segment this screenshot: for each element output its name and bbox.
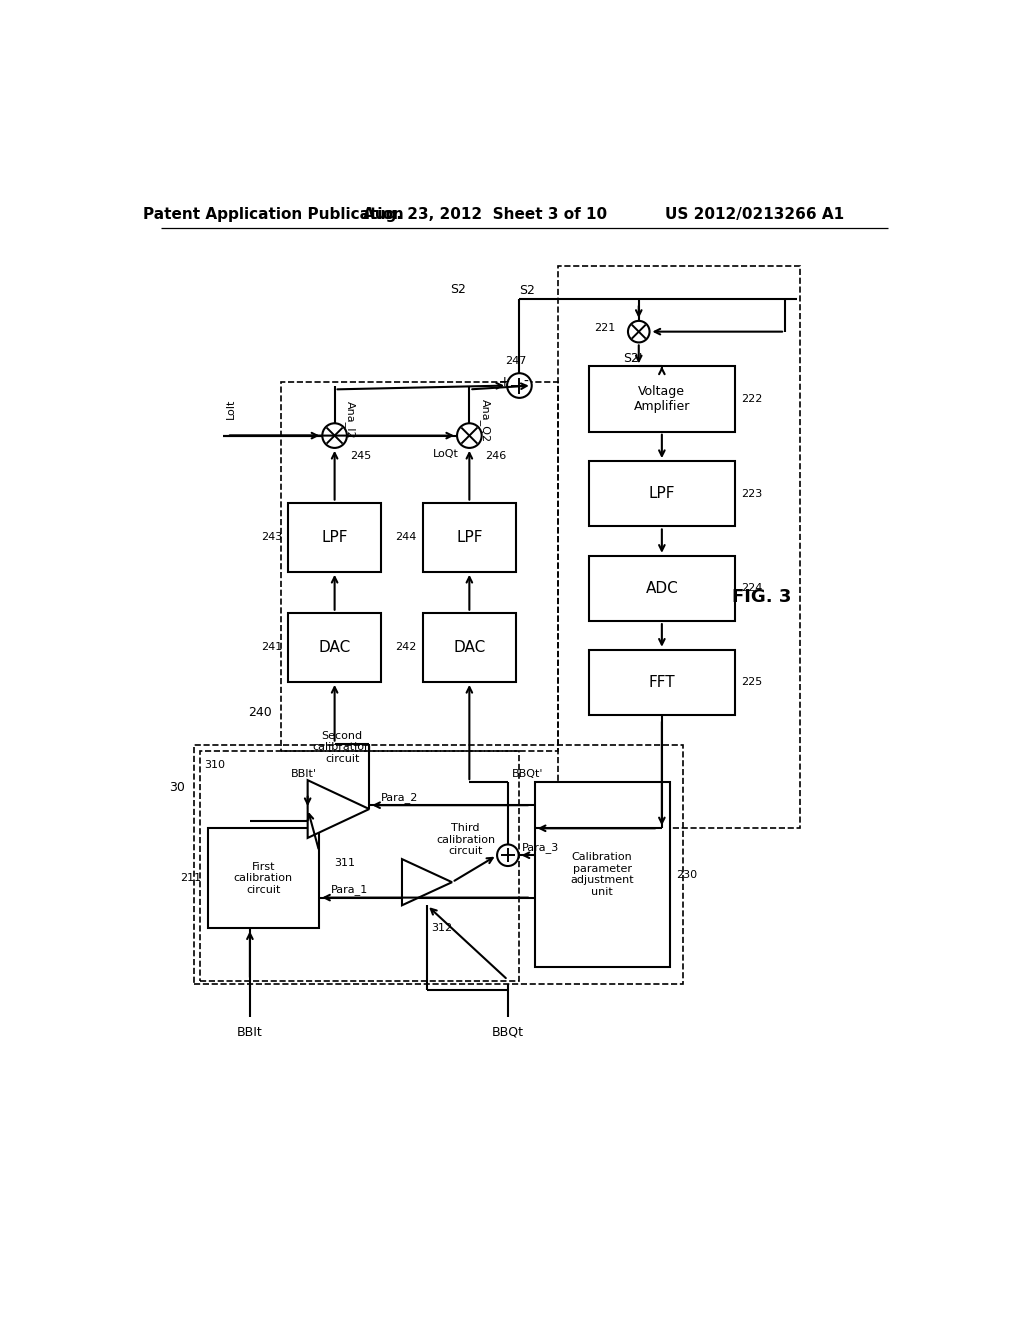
Circle shape: [323, 424, 347, 447]
Bar: [589, 556, 735, 622]
Bar: [589, 461, 735, 527]
Text: DAC: DAC: [318, 640, 351, 655]
Bar: [289, 612, 381, 682]
Bar: [535, 781, 670, 966]
Bar: [589, 649, 735, 715]
Text: Aug. 23, 2012  Sheet 3 of 10: Aug. 23, 2012 Sheet 3 of 10: [362, 207, 607, 222]
Bar: [208, 829, 319, 928]
Text: LoQt: LoQt: [433, 449, 459, 459]
Text: +: +: [499, 375, 510, 388]
Text: 242: 242: [395, 643, 417, 652]
Text: Para_1: Para_1: [331, 884, 368, 895]
Text: BBIt: BBIt: [237, 1026, 263, 1039]
Text: S2: S2: [450, 282, 466, 296]
Text: DAC: DAC: [454, 640, 485, 655]
Text: 310: 310: [204, 760, 224, 770]
Text: 223: 223: [741, 488, 763, 499]
Text: 311: 311: [335, 858, 355, 869]
Text: Third
calibration
circuit: Third calibration circuit: [436, 824, 495, 857]
Text: BBQt': BBQt': [512, 770, 543, 779]
Bar: [423, 503, 515, 572]
Text: 245: 245: [350, 450, 372, 461]
Text: Calibration
parameter
adjustment
unit: Calibration parameter adjustment unit: [570, 853, 634, 896]
Bar: [289, 503, 381, 572]
Text: 211: 211: [180, 874, 202, 883]
Text: 30: 30: [169, 781, 184, 795]
Text: FIG. 3: FIG. 3: [732, 589, 792, 606]
Text: 240: 240: [248, 706, 271, 719]
Text: 246: 246: [484, 450, 506, 461]
Bar: [200, 751, 519, 981]
Circle shape: [497, 845, 518, 866]
Circle shape: [507, 374, 531, 397]
Text: 222: 222: [741, 395, 763, 404]
Text: Second
calibration
circuit: Second calibration circuit: [312, 731, 372, 764]
Text: 224: 224: [741, 583, 763, 594]
Text: BBIt': BBIt': [291, 770, 316, 779]
Text: 241: 241: [261, 643, 283, 652]
Text: 221: 221: [594, 323, 615, 333]
Circle shape: [457, 424, 481, 447]
Circle shape: [628, 321, 649, 342]
Text: ADC: ADC: [645, 581, 678, 595]
Text: Para_3: Para_3: [521, 842, 559, 853]
Bar: [589, 366, 735, 432]
Polygon shape: [402, 859, 452, 906]
Text: S2: S2: [519, 284, 536, 297]
Bar: [423, 612, 515, 682]
Bar: [281, 381, 558, 751]
Text: 244: 244: [395, 532, 417, 543]
Text: LPF: LPF: [456, 529, 482, 545]
Text: 312: 312: [431, 924, 452, 933]
Text: Ana_Q2: Ana_Q2: [480, 399, 492, 442]
Text: 230: 230: [676, 870, 697, 879]
Bar: [558, 267, 801, 829]
Text: 247: 247: [505, 356, 526, 366]
Polygon shape: [307, 780, 370, 838]
Text: US 2012/0213266 A1: US 2012/0213266 A1: [665, 207, 844, 222]
Text: LoIt: LoIt: [225, 399, 236, 418]
Text: 243: 243: [261, 532, 283, 543]
Text: Para_2: Para_2: [381, 792, 418, 803]
Bar: [194, 744, 683, 983]
Text: S2': S2': [623, 352, 642, 366]
Text: First
calibration
circuit: First calibration circuit: [233, 862, 293, 895]
Text: LPF: LPF: [322, 529, 348, 545]
Text: Voltage
Amplifier: Voltage Amplifier: [634, 385, 690, 413]
Text: -: -: [523, 375, 528, 388]
Text: 225: 225: [741, 677, 763, 688]
Text: Ana_I2: Ana_I2: [345, 401, 356, 440]
Text: LPF: LPF: [648, 486, 675, 502]
Text: FFT: FFT: [648, 675, 675, 690]
Text: BBQt: BBQt: [492, 1026, 524, 1039]
Text: Patent Application Publication: Patent Application Publication: [142, 207, 403, 222]
